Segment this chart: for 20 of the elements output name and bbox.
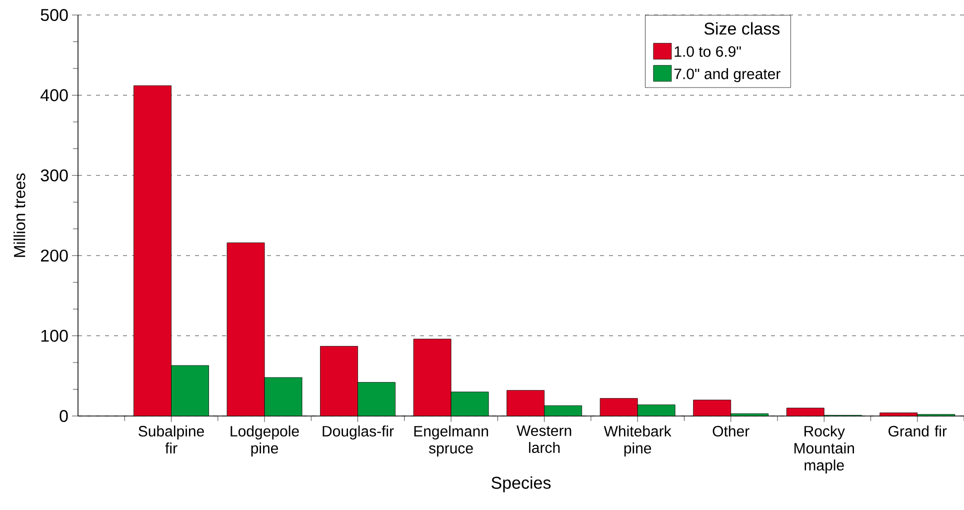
- legend-label: 7.0" and greater: [674, 68, 780, 82]
- y-tick-label: 100: [41, 330, 68, 342]
- y-tick-label: 300: [40, 169, 68, 182]
- y-tick-label: 0: [60, 410, 68, 422]
- x-tick-label: Western larch: [516, 426, 572, 453]
- legend-title: Size class: [704, 22, 780, 35]
- x-axis-title: Species: [492, 476, 551, 492]
- x-tick-label: Rocky Mountain maple: [794, 426, 854, 474]
- legend-label: 1.0 to 6.9": [674, 46, 741, 57]
- y-tick-label: 500: [40, 8, 68, 22]
- x-tick-label: Subalpine fir: [138, 426, 204, 454]
- x-tick-label: Lodgepole pine: [230, 426, 299, 456]
- x-tick-label: Other: [712, 426, 750, 437]
- x-tick-label: Whitebark pine: [604, 426, 672, 456]
- y-tick-label: 200: [40, 250, 68, 262]
- x-tick-label: Grand fir: [888, 426, 947, 437]
- y-axis-title: Million trees: [14, 173, 26, 257]
- x-tick-label: Engelmann spruce: [414, 426, 488, 456]
- x-tick-label: Douglas-fir: [322, 426, 394, 440]
- y-tick-label: 400: [40, 89, 68, 102]
